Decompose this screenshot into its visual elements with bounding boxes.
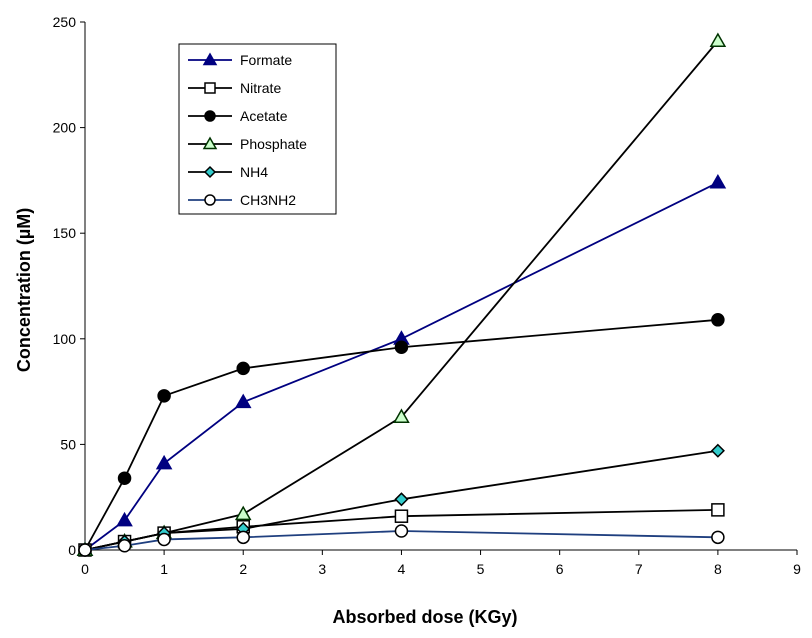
y-tick-label: 50 <box>60 436 76 452</box>
x-tick-label: 0 <box>81 561 89 577</box>
legend-label: CH3NH2 <box>240 192 296 208</box>
y-tick-label: 100 <box>53 331 77 347</box>
series-layer <box>76 32 727 558</box>
marker-square <box>711 503 725 517</box>
marker-diamond <box>203 165 217 179</box>
legend-box <box>178 43 337 215</box>
marker-circle <box>394 524 409 538</box>
x-tick-label: 8 <box>714 561 722 577</box>
series-ch3nh2 <box>78 524 725 557</box>
x-tick-label: 4 <box>398 561 406 577</box>
series-line-nh4 <box>84 449 719 551</box>
marker-circle <box>78 543 92 557</box>
marker-circle <box>157 532 171 547</box>
legend-item-acetate: Acetate <box>188 108 288 124</box>
legend-label: NH4 <box>240 164 268 180</box>
marker-circle <box>711 313 725 327</box>
series-line-acetate <box>84 318 718 551</box>
y-tick-label: 250 <box>53 14 77 30</box>
series-phosphate <box>76 32 727 556</box>
marker-triangle <box>709 32 727 48</box>
marker-circle <box>157 389 171 403</box>
legend: Formate Nitrate Acetate Phosphate NH4 CH3NH2 <box>178 43 337 215</box>
marker-circle <box>711 530 725 545</box>
x-axis-ticks: 0 1 2 3 4 5 6 7 8 9 <box>81 550 801 577</box>
marker-circle <box>236 361 250 376</box>
x-tick-label: 3 <box>318 561 326 577</box>
y-axis-ticks: 0 50 100 150 200 250 <box>53 14 85 558</box>
x-tick-label: 6 <box>556 561 564 577</box>
marker-circle <box>117 471 132 485</box>
x-tick-label: 2 <box>239 561 247 577</box>
y-tick-label: 200 <box>53 120 77 136</box>
marker-triangle <box>202 52 218 66</box>
series-formate <box>76 174 727 556</box>
legend-item-formate: Formate <box>188 52 292 68</box>
x-tick-label: 9 <box>793 561 801 577</box>
marker-triangle <box>709 174 727 189</box>
marker-triangle <box>234 505 252 521</box>
y-tick-label: 0 <box>68 542 76 558</box>
marker-diamond <box>394 492 409 507</box>
marker-square <box>394 509 409 523</box>
legend-label: Phosphate <box>240 136 307 152</box>
legend-label: Formate <box>240 52 292 68</box>
x-tick-label: 7 <box>635 561 643 577</box>
y-tick-label: 150 <box>53 225 77 241</box>
marker-triangle <box>234 393 252 409</box>
marker-triangle <box>393 408 410 423</box>
legend-item-ch3nh2: CH3NH2 <box>188 192 296 208</box>
marker-circle <box>394 340 409 354</box>
marker-circle <box>204 194 216 206</box>
marker-circle <box>117 539 132 553</box>
x-tick-label: 5 <box>477 561 485 577</box>
marker-circle <box>204 110 216 122</box>
series-nh4 <box>77 443 725 558</box>
legend-item-nitrate: Nitrate <box>188 80 281 96</box>
x-axis-title: Absorbed dose (KGy) <box>332 607 517 627</box>
y-axis-title: Concentration (µM) <box>14 208 34 372</box>
legend-item-phosphate: Phosphate <box>188 136 307 152</box>
marker-square <box>204 82 216 94</box>
marker-triangle <box>202 136 218 150</box>
legend-item-nh4: NH4 <box>188 164 268 180</box>
marker-triangle <box>155 454 173 470</box>
marker-triangle <box>116 511 133 527</box>
legend-label: Acetate <box>240 108 288 124</box>
marker-diamond <box>710 443 725 458</box>
x-tick-label: 1 <box>160 561 168 577</box>
marker-circle <box>236 530 250 545</box>
legend-label: Nitrate <box>240 80 281 96</box>
